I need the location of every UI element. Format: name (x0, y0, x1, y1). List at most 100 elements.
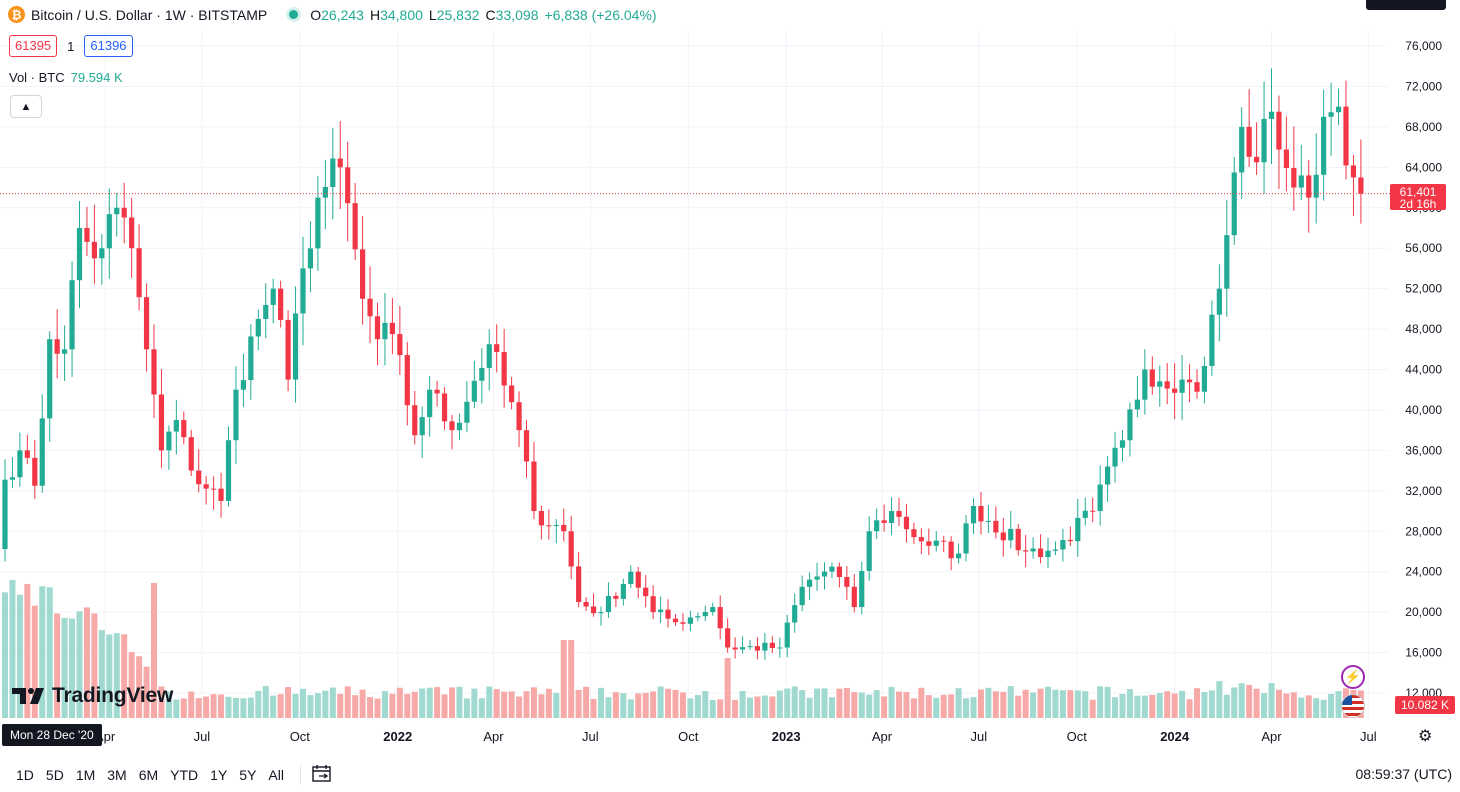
candle-body (315, 197, 321, 249)
volume-bar (1216, 681, 1223, 718)
volume-bar (1141, 695, 1148, 718)
candle-body (166, 431, 172, 451)
volume-bar (1007, 686, 1014, 718)
date-range-icon[interactable] (311, 764, 333, 787)
range-button-6m[interactable]: 6M (138, 767, 159, 783)
candle-body (1060, 539, 1066, 550)
volume-value: 79.594 K (70, 70, 123, 85)
candle-body (374, 316, 381, 340)
candle-body (1082, 510, 1088, 518)
x-tick-label: Jul (194, 729, 211, 744)
volume-bar (709, 699, 716, 718)
x-tick-label: 2022 (383, 729, 412, 744)
spread-value: 1 (67, 38, 75, 54)
market-status-icon[interactable] (289, 10, 299, 19)
volume-bar (657, 686, 664, 718)
volume-bar (1253, 688, 1260, 718)
candle-body (874, 520, 880, 532)
volume-bar (1059, 690, 1066, 718)
volume-bar (1000, 691, 1007, 718)
y-tick-label: 20,000 (1405, 605, 1442, 619)
candle-body (888, 511, 895, 523)
candle-body (672, 618, 679, 623)
candle-body (121, 207, 127, 218)
price-axis[interactable]: 76,00072,00068,00064,00060,00056,00052,0… (1405, 39, 1442, 700)
candle-body (151, 349, 157, 395)
candle-body (851, 586, 857, 608)
volume-bar (411, 691, 418, 718)
sell-price-button[interactable]: 61395 (9, 35, 58, 57)
candle-body (576, 566, 582, 603)
range-button-3m[interactable]: 3M (107, 767, 127, 783)
volume-bar (247, 697, 254, 718)
volume-bar (769, 696, 776, 718)
candle-body (345, 167, 351, 204)
candle-body (978, 505, 984, 522)
candle-body (829, 566, 835, 572)
symbol-title[interactable]: Bitcoin / U.S. Dollar · 1W · BITSTAMP (31, 6, 268, 23)
volume-axis-badge: 10.082 K (1395, 696, 1455, 714)
candle-body (1291, 168, 1297, 188)
volume-bar (508, 691, 515, 718)
candle-body (292, 313, 299, 380)
range-button-5y[interactable]: 5Y (239, 767, 257, 783)
candle-body (1030, 548, 1036, 552)
range-button-1d[interactable]: 1D (16, 767, 34, 783)
volume-bar (732, 699, 739, 718)
candle-body (1328, 112, 1334, 117)
volume-bar (113, 633, 120, 718)
range-button-ytd[interactable]: YTD (170, 767, 199, 783)
volume-bar (61, 617, 68, 718)
volume-bar (463, 698, 470, 718)
collapse-legend-button[interactable]: ▲ (10, 95, 42, 118)
volume-bar (523, 691, 530, 718)
time-axis[interactable]: Apr Jul Oct 2022 Apr Jul Oct 2023 Apr Jul Oct 2024 A… (95, 729, 1377, 744)
volume-bar (434, 687, 441, 718)
volume-bar (955, 688, 962, 718)
candle-body (993, 520, 999, 533)
volume-bar (158, 686, 165, 718)
ohlc-value: +6,838 (+26.04%) (544, 6, 657, 23)
volume-bar (918, 687, 925, 718)
candle-body (516, 402, 522, 431)
candle-body (1239, 126, 1245, 173)
range-button-5d[interactable]: 5D (45, 767, 64, 783)
volume-bar (1126, 689, 1133, 718)
utc-clock[interactable]: 08:59:37 (UTC) (1355, 766, 1452, 782)
lightning-icon[interactable]: ⚡ (1341, 665, 1365, 689)
range-button-1m[interactable]: 1M (75, 767, 96, 783)
candle-body (1186, 379, 1193, 383)
volume-bar (277, 694, 284, 718)
volume-bar (1328, 693, 1335, 718)
candle-body (1119, 440, 1126, 448)
candle-body (1343, 106, 1349, 166)
candle-body (278, 288, 284, 320)
range-button-all[interactable]: All (268, 767, 284, 783)
tradingview-logo[interactable]: TradingView (12, 684, 173, 708)
candle-body (911, 529, 917, 538)
chart-settings-icon[interactable]: ⚙ (1418, 728, 1433, 745)
volume-bar (121, 634, 128, 718)
volume-bar (441, 694, 448, 718)
volume-bar (486, 686, 493, 718)
buy-price-button[interactable]: 61396 (84, 35, 133, 57)
tradingview-logo-text: TradingView (52, 684, 174, 707)
volume-bar (173, 699, 180, 718)
x-tick-label: Apr (483, 729, 504, 744)
volume-bar (814, 688, 821, 718)
us-flag-icon[interactable] (1341, 694, 1365, 718)
candle-body (307, 248, 314, 269)
volume-bar (449, 687, 455, 718)
candle-body (129, 217, 135, 249)
range-button-1y[interactable]: 1Y (210, 767, 228, 783)
candle-body (896, 511, 902, 517)
volume-bar (1290, 692, 1297, 718)
candle-body (471, 380, 477, 402)
candle-body (1112, 447, 1118, 467)
volume-bar (702, 691, 709, 718)
ohlc-key: C (485, 6, 496, 23)
candle-body (941, 540, 947, 542)
volume-bar (627, 699, 634, 718)
candle-body (389, 322, 395, 335)
